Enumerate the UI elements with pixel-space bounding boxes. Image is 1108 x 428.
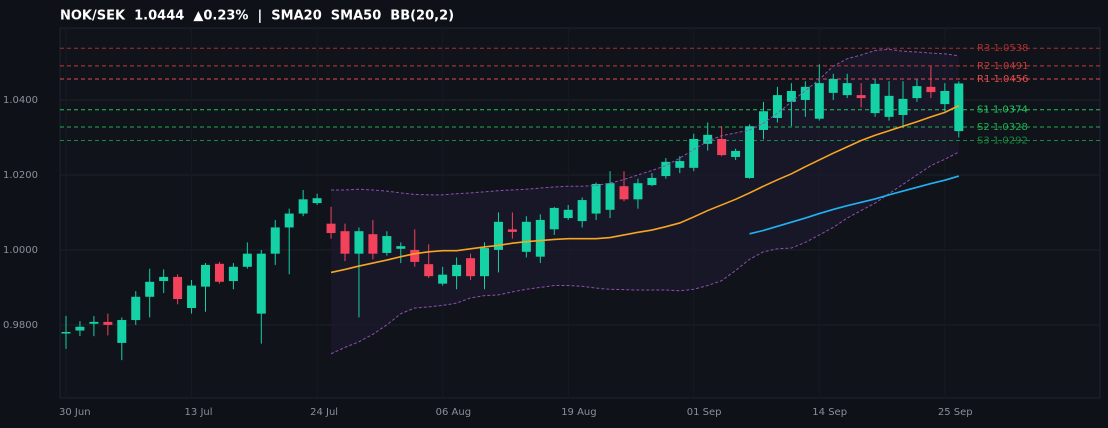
candle-body — [954, 83, 964, 132]
candle-body — [842, 83, 852, 96]
overlay-line — [749, 175, 960, 235]
candle-body — [312, 198, 322, 204]
candle-body — [256, 253, 266, 314]
candle-body — [145, 281, 155, 297]
candle-body — [480, 248, 489, 277]
candle-body — [577, 200, 587, 222]
x-tick-label: 24 Jul — [310, 407, 338, 418]
candle-body — [535, 219, 545, 257]
candle-body — [870, 83, 880, 114]
candle-body — [521, 221, 531, 252]
level-label: S3 1.0292 — [977, 135, 1028, 146]
overlay-line — [331, 48, 959, 196]
candle-body — [187, 285, 197, 309]
candle-body — [549, 207, 559, 230]
overlay-line — [330, 151, 960, 355]
candle-body — [689, 138, 699, 168]
candle-body — [661, 161, 671, 177]
candle-body — [214, 263, 224, 282]
candle-body — [633, 183, 643, 200]
candle-body — [424, 264, 434, 277]
candle-body — [717, 138, 727, 156]
candle-body — [298, 199, 308, 214]
candle-body — [410, 249, 420, 262]
plot-layer: 0.9800 1.0000 1.0200 1.0400 30 Jun 13 Jul 24 J… — [3, 28, 1100, 418]
candle-body — [884, 95, 894, 117]
candle-body — [228, 266, 238, 282]
candle-body — [201, 264, 210, 287]
candle-body — [814, 83, 824, 119]
candle-body — [912, 86, 922, 99]
candle-body — [647, 177, 657, 186]
candle-body — [340, 231, 350, 254]
candle-body — [103, 321, 113, 325]
candle-body — [828, 78, 838, 93]
candle-body — [731, 150, 741, 157]
candle-body — [772, 95, 782, 118]
x-tick-label: 30 Jun — [59, 407, 91, 418]
candle-body — [438, 274, 448, 284]
level-label: R1 1.0456 — [977, 74, 1028, 85]
candle-body — [354, 231, 364, 254]
candle-body — [759, 111, 768, 130]
band-fill — [331, 49, 959, 354]
candle-body — [675, 161, 685, 168]
y-tick-label: 0.9800 — [3, 320, 38, 331]
candle-body — [800, 86, 810, 100]
candle-body — [745, 126, 755, 178]
level-label: S2 1.0328 — [977, 122, 1028, 133]
level-label: R3 1.0538 — [977, 43, 1028, 54]
candle-body — [856, 95, 866, 99]
candle-body — [396, 246, 406, 249]
overlay-line — [330, 104, 960, 274]
candle-body — [493, 221, 503, 250]
candle-body — [507, 229, 517, 232]
candle-body — [173, 276, 183, 300]
candle-body — [382, 236, 392, 253]
candle-body — [89, 321, 99, 324]
candle-body — [117, 320, 127, 343]
y-tick-label: 1.0400 — [3, 95, 38, 106]
candle-body — [703, 134, 713, 144]
candle-body — [159, 276, 169, 282]
candle-body — [786, 90, 796, 102]
x-tick-label: 14 Sep — [812, 407, 847, 418]
candle-body — [940, 90, 950, 105]
candle-body — [284, 213, 294, 228]
candle-body — [605, 183, 615, 210]
candle-body — [898, 98, 908, 115]
candle-body — [591, 183, 601, 214]
candle-body — [270, 227, 280, 254]
level-label: S1 1.0374 — [977, 105, 1028, 116]
candle-body — [75, 326, 85, 331]
candle-body — [619, 186, 629, 200]
x-tick-label: 19 Aug — [561, 407, 596, 418]
candle-body — [466, 258, 476, 277]
chart-title: NOK/SEK 1.0444 ▲0.23% | SMA20 SMA50 BB(2… — [60, 9, 454, 24]
y-tick-label: 1.0000 — [3, 245, 38, 256]
x-tick-label: 01 Sep — [687, 407, 722, 418]
candle-body — [131, 296, 141, 321]
candle-body — [926, 86, 936, 93]
level-label: R2 1.0491 — [977, 61, 1028, 72]
candle-body — [368, 234, 378, 254]
candle-body — [242, 253, 252, 267]
x-tick-label: 06 Aug — [436, 407, 471, 418]
candle-body — [326, 223, 336, 234]
y-tick-label: 1.0200 — [3, 170, 38, 181]
candle-body — [563, 209, 573, 219]
candle-body — [452, 264, 462, 277]
x-tick-label: 13 Jul — [185, 407, 213, 418]
x-tick-label: 25 Sep — [938, 407, 973, 418]
candle-body — [61, 332, 71, 334]
